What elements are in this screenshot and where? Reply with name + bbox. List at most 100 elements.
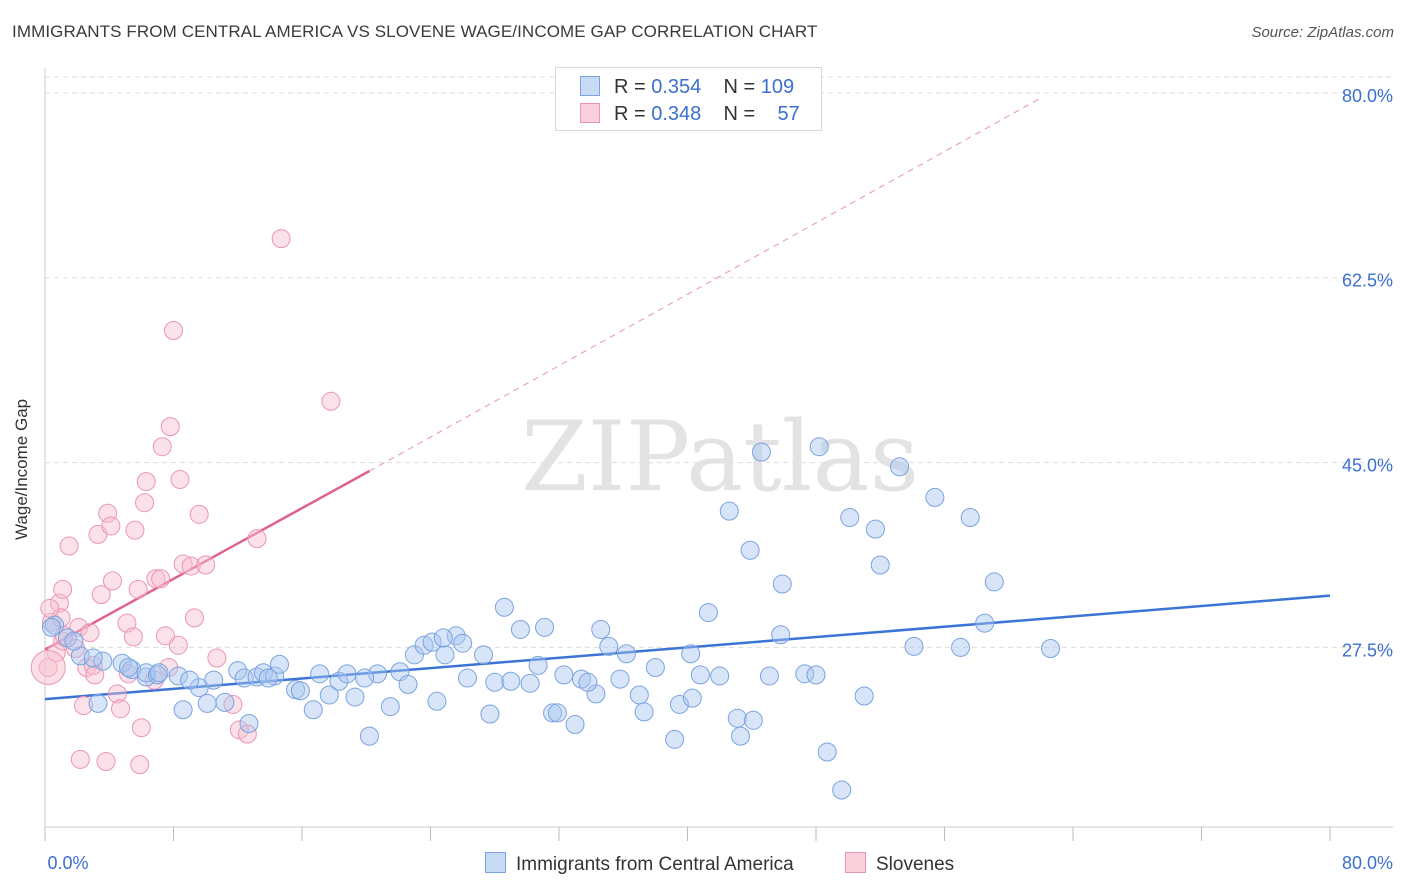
data-point-central-america bbox=[204, 670, 224, 690]
data-point-slovenes bbox=[123, 627, 143, 647]
data-point-central-america bbox=[367, 664, 387, 684]
data-point-slovenes bbox=[155, 626, 175, 646]
data-point-slovenes bbox=[164, 321, 183, 341]
data-point-central-america bbox=[554, 665, 574, 685]
watermark: ZIPatlas bbox=[521, 401, 919, 513]
data-point-central-america bbox=[772, 574, 792, 594]
data-point-slovenes bbox=[59, 536, 79, 556]
data-point-central-america bbox=[710, 666, 730, 686]
data-point-slovenes bbox=[196, 555, 216, 575]
data-point-central-america bbox=[840, 507, 860, 527]
data-point-central-america bbox=[494, 597, 514, 617]
data-point-central-america bbox=[485, 672, 505, 692]
y-tick-label: 45.0% bbox=[1342, 456, 1393, 476]
data-point-slovenes bbox=[107, 684, 127, 704]
data-point-slovenes bbox=[247, 529, 267, 549]
data-point-slovenes bbox=[271, 229, 291, 249]
data-point-slovenes bbox=[80, 623, 100, 643]
data-point-central-america bbox=[215, 692, 235, 712]
data-point-central-america bbox=[197, 693, 217, 713]
data-point-central-america bbox=[474, 645, 494, 665]
data-point-slovenes bbox=[135, 493, 155, 513]
data-point-central-america bbox=[310, 664, 330, 684]
legend-swatch-blue bbox=[485, 852, 506, 873]
data-point-central-america bbox=[404, 645, 424, 665]
data-point-central-america bbox=[83, 648, 103, 668]
data-point-central-america bbox=[270, 654, 290, 674]
data-point-central-america bbox=[832, 780, 852, 800]
data-point-central-america bbox=[719, 501, 739, 521]
data-point-slovenes bbox=[110, 699, 130, 719]
data-point-slovenes bbox=[170, 469, 190, 489]
x-tick-label: 0.0% bbox=[47, 853, 88, 873]
legend-n-value: 57 bbox=[777, 103, 800, 125]
data-point-slovenes bbox=[189, 504, 209, 524]
data-point-central-america bbox=[771, 625, 791, 645]
data-point-central-america bbox=[665, 729, 685, 749]
data-point-slovenes bbox=[128, 579, 148, 599]
data-point-central-america bbox=[809, 437, 829, 457]
data-point-slovenes bbox=[125, 520, 145, 540]
data-point-central-america bbox=[337, 664, 357, 684]
legend-r-label: R = bbox=[614, 76, 646, 98]
legend-label-slovenes: Slovenes bbox=[876, 854, 955, 875]
data-point-central-america bbox=[975, 613, 995, 633]
stats-legend: R = 0.354 N = 109 R = 0.348 N = 57 bbox=[555, 67, 822, 131]
trend-line-central-america bbox=[44, 594, 1331, 701]
data-point-central-america bbox=[806, 665, 826, 685]
data-point-central-america bbox=[290, 681, 310, 701]
data-point-central-america bbox=[690, 665, 710, 685]
data-point-central-america bbox=[616, 644, 636, 664]
data-point-central-america bbox=[359, 726, 379, 746]
data-point-slovenes bbox=[98, 503, 118, 523]
data-point-central-america bbox=[870, 555, 890, 575]
data-point-slovenes bbox=[159, 657, 179, 677]
data-point-central-america bbox=[258, 668, 278, 688]
data-point-central-america bbox=[398, 674, 418, 694]
legend-n-label: N = bbox=[723, 76, 756, 98]
data-point-central-america bbox=[435, 645, 455, 665]
data-point-central-america bbox=[547, 703, 567, 723]
data-points bbox=[30, 229, 1061, 800]
y-tick-label: 27.5% bbox=[1342, 640, 1393, 660]
data-point-slovenes bbox=[160, 417, 180, 437]
bottom-legend-blue: Immigrants from Central America bbox=[485, 852, 794, 876]
data-point-central-america bbox=[88, 693, 108, 713]
data-point-slovenes bbox=[53, 579, 73, 599]
legend-swatch-blue bbox=[580, 76, 600, 96]
data-point-central-america bbox=[565, 715, 585, 735]
data-point-slovenes bbox=[102, 571, 122, 591]
axes bbox=[44, 68, 1393, 841]
data-point-central-america bbox=[591, 619, 611, 639]
data-point-central-america bbox=[610, 669, 630, 689]
data-point-central-america bbox=[180, 670, 200, 690]
chart-title: IMMIGRANTS FROM CENTRAL AMERICA VS SLOVE… bbox=[12, 22, 818, 41]
trend-line-slovenes-extension bbox=[369, 96, 1043, 472]
data-point-slovenes bbox=[184, 608, 204, 628]
data-point-central-america bbox=[731, 726, 751, 746]
data-point-central-america bbox=[854, 686, 874, 706]
data-point-slovenes bbox=[101, 516, 121, 536]
data-point-central-america bbox=[422, 632, 442, 652]
data-point-central-america bbox=[865, 519, 885, 539]
data-point-central-america bbox=[457, 668, 477, 688]
data-point-slovenes bbox=[74, 696, 94, 716]
data-point-slovenes bbox=[91, 585, 111, 605]
data-point-central-america bbox=[645, 657, 665, 677]
data-point-central-america bbox=[453, 633, 473, 653]
data-point-central-america bbox=[119, 657, 139, 677]
data-point-slovenes-large bbox=[30, 649, 66, 685]
data-point-slovenes bbox=[136, 472, 156, 492]
trend-line-slovenes bbox=[44, 469, 371, 651]
data-point-central-america bbox=[329, 671, 349, 691]
data-point-slovenes bbox=[207, 648, 227, 668]
data-point-central-america bbox=[520, 673, 540, 693]
data-point-central-america bbox=[149, 663, 169, 683]
legend-r-value: 0.348 bbox=[651, 103, 702, 125]
data-point-slovenes bbox=[146, 569, 166, 589]
data-point-slovenes bbox=[83, 655, 103, 675]
data-point-central-america bbox=[960, 507, 980, 527]
data-point-central-america bbox=[239, 713, 259, 733]
data-point-central-america bbox=[41, 617, 61, 637]
